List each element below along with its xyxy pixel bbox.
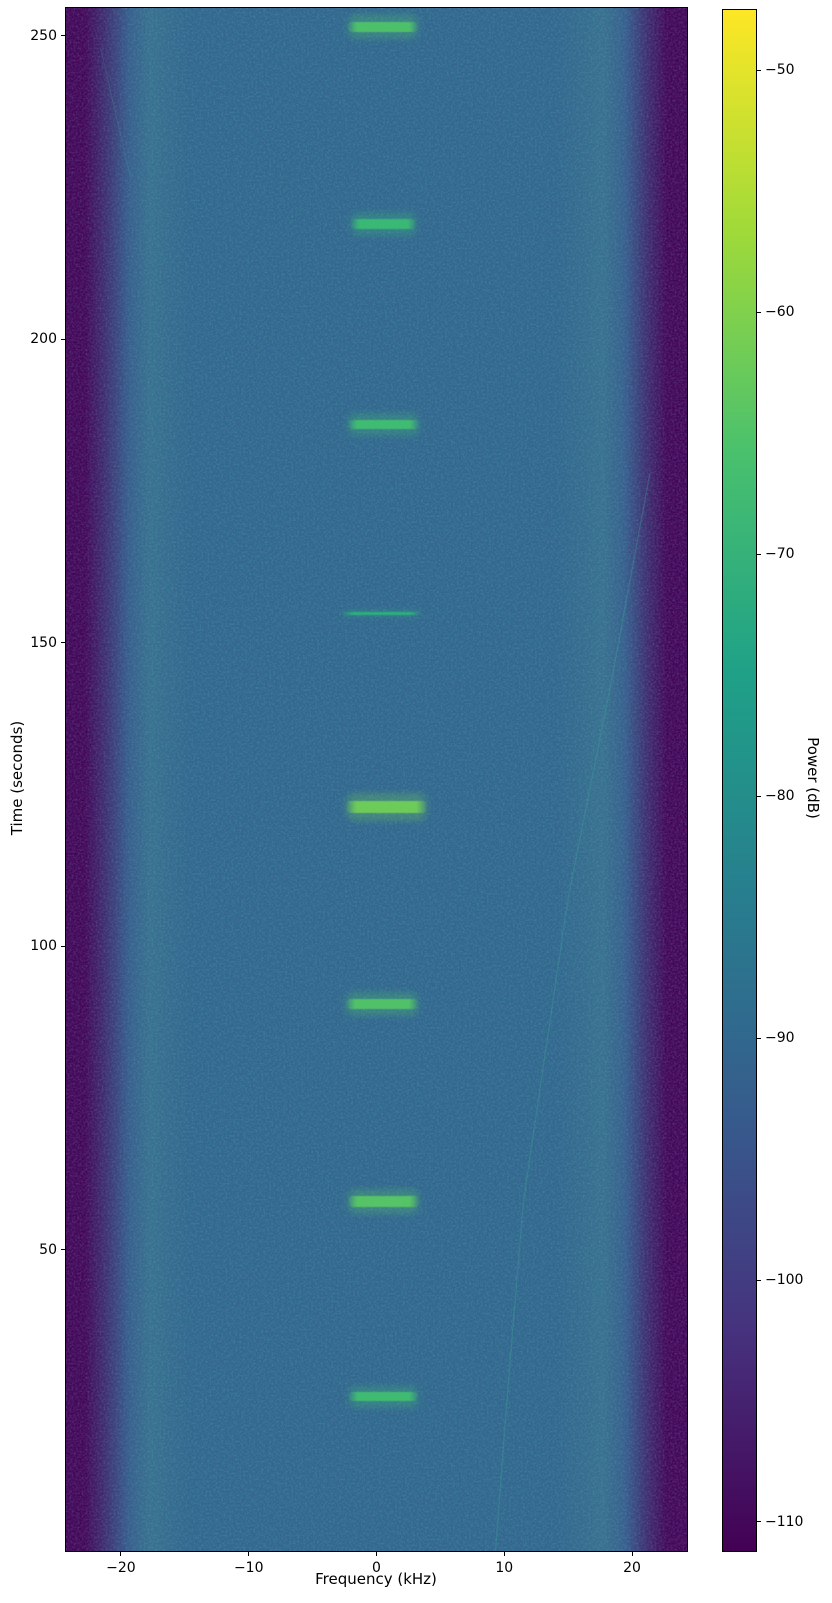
x-tick-label: 0 bbox=[372, 1560, 381, 1576]
y-tick-mark bbox=[61, 35, 65, 37]
y-tick-mark bbox=[61, 642, 65, 644]
x-tick-mark bbox=[120, 1552, 122, 1556]
x-axis-label: Frequency (kHz) bbox=[315, 1570, 437, 1588]
y-tick-mark bbox=[61, 945, 65, 947]
y-tick-label: 150 bbox=[30, 634, 57, 651]
x-tick-mark bbox=[248, 1552, 250, 1556]
x-tick-label: −20 bbox=[106, 1560, 136, 1576]
colorbar-tick-mark bbox=[757, 1279, 761, 1281]
colorbar-tick-label: −70 bbox=[765, 546, 795, 563]
x-tick-label: 20 bbox=[623, 1560, 641, 1576]
y-tick-label: 200 bbox=[30, 331, 57, 348]
x-tick-label: 10 bbox=[495, 1560, 514, 1576]
colorbar-tick-mark bbox=[757, 1521, 761, 1523]
colorbar-tick-mark bbox=[757, 795, 761, 797]
light-noise-speckle bbox=[66, 8, 687, 1551]
sweep-artifact-trace bbox=[494, 472, 651, 1551]
colorbar-tick-label: −110 bbox=[765, 1513, 804, 1530]
x-tick-mark bbox=[376, 1552, 377, 1556]
spectrogram-noise-texture bbox=[66, 8, 687, 1551]
x-tick-mark bbox=[503, 1552, 505, 1556]
y-tick-label: 250 bbox=[30, 27, 57, 44]
x-tick-mark bbox=[631, 1552, 633, 1556]
y-tick-label: 50 bbox=[39, 1241, 57, 1258]
colorbar-tick-mark bbox=[757, 553, 761, 555]
colorbar-tick-label: −100 bbox=[765, 1272, 804, 1289]
colorbar-tick-label: −90 bbox=[765, 1030, 795, 1047]
x-tick-label: −10 bbox=[233, 1560, 264, 1576]
colorbar-tick-label: −80 bbox=[765, 788, 795, 805]
y-tick-label: 100 bbox=[30, 938, 57, 955]
colorbar-tick-label: −50 bbox=[765, 62, 795, 79]
colorbar-label: Power (dB) bbox=[804, 737, 822, 819]
scratch-artifact-trace bbox=[99, 47, 131, 177]
spectrogram-plot-area bbox=[65, 7, 688, 1552]
colorbar-tick-mark bbox=[757, 69, 761, 71]
y-tick-mark bbox=[61, 1249, 65, 1251]
colorbar-tick-mark bbox=[757, 1037, 761, 1039]
colorbar-tick-mark bbox=[757, 311, 761, 313]
colorbar-tick-label: −60 bbox=[765, 304, 795, 321]
y-axis-label: Time (seconds) bbox=[8, 720, 26, 836]
colorbar bbox=[722, 9, 757, 1552]
y-tick-mark bbox=[61, 338, 65, 340]
